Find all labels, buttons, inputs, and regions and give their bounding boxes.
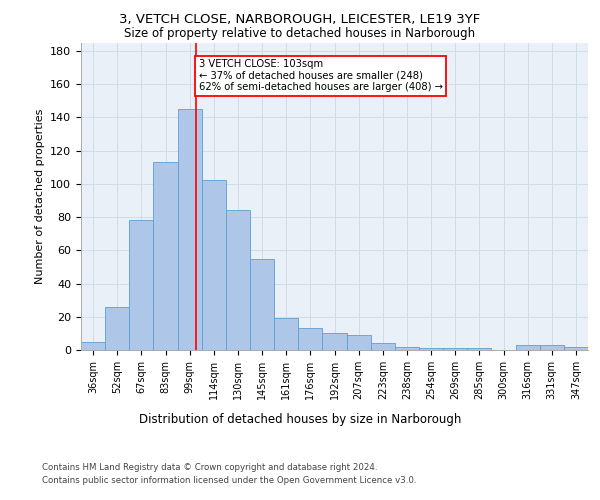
Bar xyxy=(226,210,250,350)
Text: Contains public sector information licensed under the Open Government Licence v3: Contains public sector information licen… xyxy=(42,476,416,485)
Bar xyxy=(129,220,154,350)
Bar xyxy=(467,348,491,350)
Text: 3 VETCH CLOSE: 103sqm
← 37% of detached houses are smaller (248)
62% of semi-det: 3 VETCH CLOSE: 103sqm ← 37% of detached … xyxy=(199,59,443,92)
Bar xyxy=(274,318,298,350)
Bar xyxy=(419,348,443,350)
Text: 3, VETCH CLOSE, NARBOROUGH, LEICESTER, LE19 3YF: 3, VETCH CLOSE, NARBOROUGH, LEICESTER, L… xyxy=(119,12,481,26)
Bar xyxy=(298,328,322,350)
Bar xyxy=(81,342,105,350)
Bar xyxy=(564,346,588,350)
Bar xyxy=(154,162,178,350)
Bar xyxy=(347,335,371,350)
Bar xyxy=(250,258,274,350)
Bar xyxy=(322,334,347,350)
Bar xyxy=(178,109,202,350)
Text: Size of property relative to detached houses in Narborough: Size of property relative to detached ho… xyxy=(124,28,476,40)
Bar xyxy=(540,345,564,350)
Bar xyxy=(371,344,395,350)
Text: Distribution of detached houses by size in Narborough: Distribution of detached houses by size … xyxy=(139,412,461,426)
Bar xyxy=(443,348,467,350)
Bar xyxy=(395,346,419,350)
Bar xyxy=(202,180,226,350)
Text: Contains HM Land Registry data © Crown copyright and database right 2024.: Contains HM Land Registry data © Crown c… xyxy=(42,462,377,471)
Bar xyxy=(105,307,129,350)
Bar xyxy=(515,345,540,350)
Y-axis label: Number of detached properties: Number of detached properties xyxy=(35,108,44,284)
